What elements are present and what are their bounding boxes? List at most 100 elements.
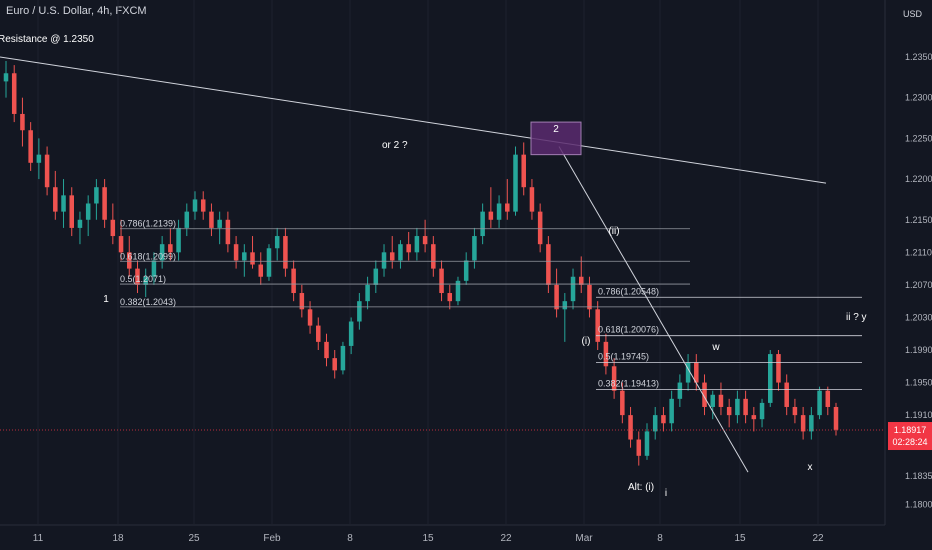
candle-body: [200, 199, 206, 212]
candle-body: [644, 431, 650, 456]
candle-body: [521, 154, 526, 188]
wave-annotation: or 2 ?: [382, 140, 408, 151]
candle-body: [455, 280, 461, 302]
price-tick-label: 1.19500: [905, 378, 932, 388]
candle-body: [381, 252, 387, 269]
candle-body: [702, 382, 707, 407]
price-tick-label: 1.18000: [905, 500, 932, 510]
candle-body: [28, 130, 33, 163]
candle-body: [340, 345, 346, 371]
candle-body: [710, 394, 715, 407]
candle-body: [36, 154, 42, 163]
last-price-value: 1.18917: [894, 425, 927, 435]
price-tick-label: 1.20300: [905, 312, 932, 322]
candle-body: [225, 219, 231, 245]
candle-body: [661, 415, 666, 424]
candle-body: [135, 268, 140, 285]
candle-body: [53, 187, 58, 212]
candle-body: [69, 195, 75, 228]
time-tick-label: 15: [422, 533, 434, 544]
candle-body: [809, 415, 814, 432]
price-tick-label: 1.22000: [905, 174, 932, 184]
time-tick-label: Mar: [575, 533, 593, 544]
candle-body: [669, 398, 674, 424]
candle-body: [389, 252, 395, 261]
fib-left-label: 0.618(1.2099): [120, 251, 176, 261]
candle-body: [283, 236, 288, 269]
price-tick-label: 1.18350: [905, 471, 932, 481]
fib-left-label: 0.5(1.2071): [120, 274, 166, 284]
candle-body: [233, 244, 239, 261]
candle-body: [143, 276, 148, 285]
candle-body: [44, 154, 50, 188]
candle-body: [168, 244, 173, 253]
wave-annotation: ii ? y: [846, 312, 867, 323]
candle-body: [817, 390, 822, 416]
time-tick-label: 11: [33, 533, 44, 544]
candle-body: [406, 244, 411, 253]
candle-body: [562, 301, 568, 310]
candle-body: [776, 354, 781, 383]
candle-body: [636, 439, 642, 456]
fib-right-label: 0.382(1.19413): [598, 379, 659, 389]
candle-body: [192, 199, 198, 212]
fib-left-label: 0.786(1.2139): [120, 219, 176, 229]
candle-body: [628, 415, 633, 440]
candle-body: [324, 341, 329, 359]
candle-body: [176, 227, 181, 253]
candle-body: [77, 219, 83, 228]
candle-body: [439, 268, 444, 294]
time-tick-label: 25: [188, 533, 200, 544]
wave-annotation: (ii): [608, 226, 619, 237]
candle-body: [611, 366, 617, 391]
candle-body: [578, 276, 584, 285]
price-tick-label: 1.19100: [905, 410, 932, 420]
time-tick-label: 22: [812, 533, 824, 544]
candle-body: [554, 284, 559, 310]
candle-body: [726, 406, 732, 416]
candle-body: [792, 406, 798, 416]
countdown-timer: 02:28:24: [892, 437, 927, 447]
candle-body: [348, 321, 354, 346]
candle-body: [463, 260, 469, 281]
candle-body: [94, 187, 99, 204]
candle-body: [151, 260, 157, 277]
candle-body: [513, 154, 518, 212]
candle-body: [570, 276, 576, 302]
candle-body: [751, 415, 757, 420]
candle-body: [159, 244, 165, 261]
candle-body: [759, 402, 765, 420]
wave-annotation: (i): [582, 336, 591, 347]
candle-body: [652, 415, 658, 432]
candle-body: [833, 406, 839, 430]
candle-body: [480, 211, 485, 237]
candle-body: [546, 244, 551, 285]
chart-title: Euro / U.S. Dollar, 4h, FXCM: [6, 5, 147, 17]
candle-body: [488, 211, 494, 220]
candle-body: [422, 236, 428, 245]
fib-right-label: 0.618(1.20076): [598, 325, 659, 335]
candle-body: [620, 390, 625, 416]
candle-body: [118, 236, 124, 253]
candle-body: [496, 203, 502, 220]
currency-label[interactable]: USD: [903, 9, 923, 19]
wave-2-box: [530, 121, 582, 156]
candle-body: [110, 219, 116, 237]
wave-annotation: x: [808, 462, 813, 473]
candle-body: [3, 73, 9, 82]
candle-body: [365, 284, 370, 302]
candle-body: [735, 398, 740, 416]
candle-body: [299, 293, 305, 310]
candle-body: [472, 236, 477, 261]
fib-left-label: 0.382(1.2043): [120, 297, 176, 307]
fib-right-label: 0.5(1.19745): [598, 352, 649, 362]
candle-body: [718, 394, 724, 407]
price-tick-label: 1.23500: [905, 52, 932, 62]
candle-body: [258, 264, 264, 277]
candle-body: [127, 252, 132, 269]
wave-annotation: Resistance @ 1.2350: [0, 34, 94, 45]
price-tick-label: 1.21100: [905, 247, 932, 257]
candle-body: [537, 211, 543, 245]
candle-body: [357, 301, 362, 322]
